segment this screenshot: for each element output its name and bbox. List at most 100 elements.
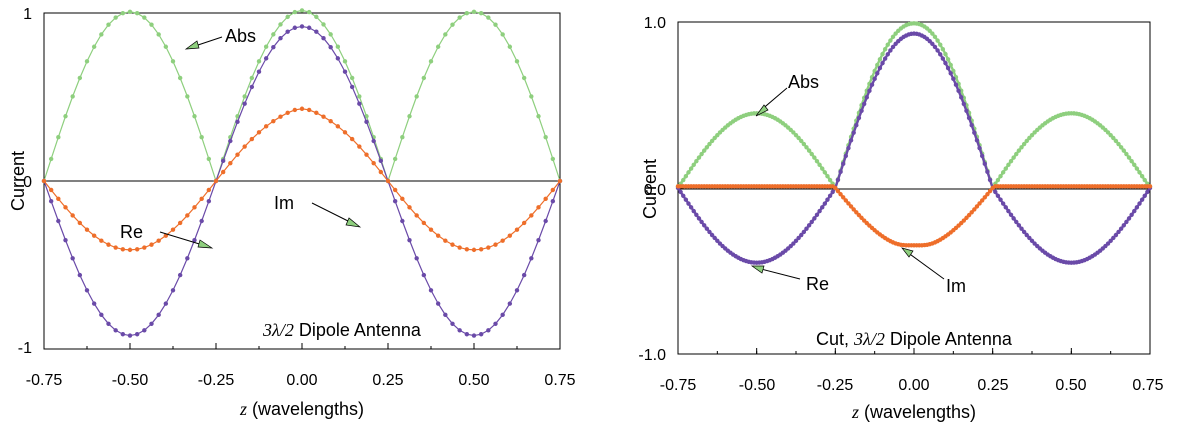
data-point [1139,173,1145,179]
data-point [256,59,262,64]
data-point [1108,132,1113,138]
annotation-im: Im [274,193,362,228]
y-tick-label: 1 [23,6,32,23]
data-point [851,207,856,212]
y-axis-label: Current [8,151,28,211]
data-point [987,177,993,183]
data-point [120,247,126,252]
data-point [414,256,419,261]
data-point [278,114,283,119]
data-point [1145,189,1150,195]
data-point [443,238,448,243]
series-abs [675,21,1153,191]
data-point [263,44,269,49]
data-point [825,173,830,179]
data-point [292,107,298,113]
data-point [872,76,877,82]
data-point [964,215,969,221]
data-point [1029,238,1035,244]
data-point [943,51,948,57]
data-point [77,220,83,226]
data-point [149,242,154,247]
data-point [435,233,441,238]
data-point [514,288,520,293]
data-point [63,205,68,210]
data-point [170,227,176,232]
data-point [500,32,505,37]
x-tick-label: 0.00 [286,372,317,389]
data-point [935,48,940,53]
data-point [702,223,707,228]
data-point [977,201,982,206]
data-point [707,229,712,235]
data-point [974,138,980,143]
data-point [1142,193,1147,199]
data-point [1008,158,1014,164]
data-point [979,153,985,159]
data-point [835,188,841,194]
data-point [982,161,987,167]
data-point [163,301,169,306]
data-point [951,76,956,82]
data-point [514,227,520,232]
data-point [314,110,319,116]
data-point [1014,151,1019,157]
x-tick-label: 0.00 [898,377,929,394]
data-point [299,106,305,111]
data-point [464,247,470,252]
data-point [1008,212,1014,217]
data-point [335,124,341,129]
data-point [948,62,953,68]
data-point [91,301,97,306]
data-point [371,138,376,144]
data-point [199,135,204,140]
data-point [543,196,548,202]
chart-left: -1 0 1 -0.75 -0.50 -0.25 0.00 0.25 0.50 … [8,6,576,419]
data-point [328,32,333,37]
data-point [263,124,269,129]
data-point [1118,145,1124,150]
data-point [364,119,369,125]
data-point [357,101,362,106]
data-point [443,32,448,37]
data-point [1116,141,1121,147]
data-point [70,94,75,99]
data-point [529,213,534,218]
data-point [464,332,470,337]
data-point [392,198,398,204]
arrow-head-icon [750,265,765,274]
data-point [428,288,434,293]
data-point [938,52,943,57]
data-point [120,11,126,16]
data-point [134,11,140,16]
x-tick-label: -0.50 [112,372,149,389]
series-abs [41,8,563,184]
data-point [443,312,448,318]
data-point [861,101,867,107]
data-point [385,178,391,184]
data-point [321,36,326,41]
data-point [793,132,799,138]
data-point [1014,219,1019,225]
data-point [285,29,290,34]
data-point [927,38,932,44]
data-point [882,56,888,61]
data-point [335,44,341,49]
annotation-label: Re [120,222,143,242]
x-axis-label: z (wavelengths) [851,402,976,422]
data-point [450,321,455,326]
data-point [278,22,283,27]
data-point [428,59,434,64]
data-point [707,141,712,147]
data-point [930,31,935,36]
x-axis-label: z (wavelengths) [239,399,364,419]
data-point [199,218,204,224]
data-point [142,15,147,20]
data-point [825,197,830,202]
data-point [156,312,161,318]
data-point [414,94,419,99]
data-point [428,227,434,232]
data-point [113,15,118,20]
data-point [799,138,804,144]
data-point [99,238,104,243]
